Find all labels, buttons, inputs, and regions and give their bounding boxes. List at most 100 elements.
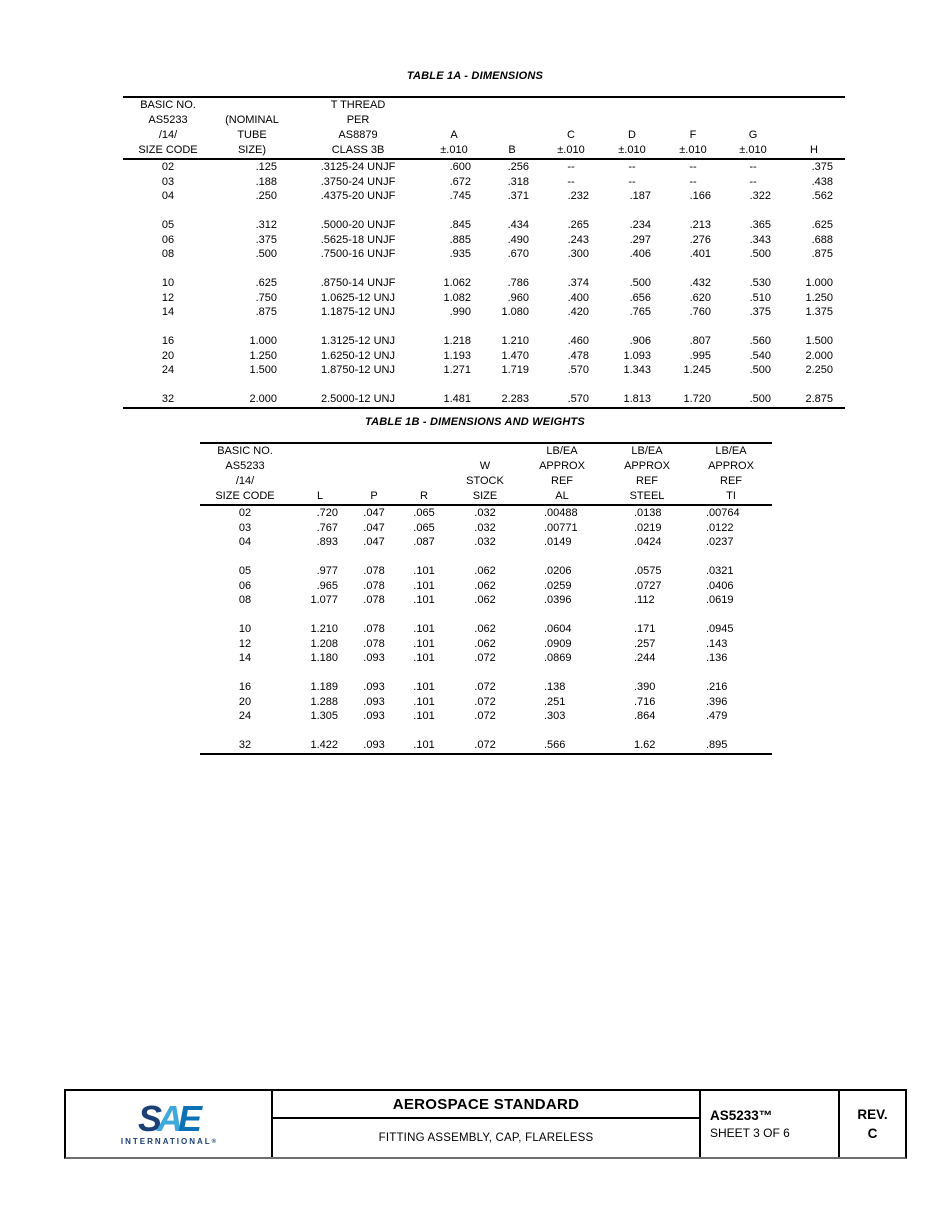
- table-cell: .188: [255, 175, 277, 188]
- table-cell: .401: [689, 248, 711, 260]
- table-cell: .375: [255, 233, 277, 246]
- table-cell: .032: [474, 507, 496, 519]
- table-cell: .072: [474, 710, 496, 722]
- column-header: BASIC NO. AS5233/14/SIZE CODE: [215, 445, 275, 502]
- column-header: P: [370, 490, 378, 502]
- table-cell: 2.000: [805, 349, 833, 362]
- column-header: A ±.010: [440, 129, 468, 156]
- table-cell: .895: [706, 739, 728, 751]
- table-cell: .767: [316, 521, 338, 534]
- table-cell: 1.62: [634, 739, 656, 751]
- table-1b-header: BASIC NO. AS5233/14/SIZE CODE L P R W STOCK SIZ…: [200, 443, 772, 505]
- table-row: 03 .188 .3750-24 UNJF .672 .318 -- -- -- -- .438: [123, 175, 845, 190]
- table-row: 32 1.422 .093 .101 .072 .566 1.62 .895: [200, 738, 772, 754]
- table-cell: 1.000: [805, 277, 833, 289]
- revision-value: C: [867, 1126, 878, 1141]
- table-cell: 1.470: [501, 349, 529, 362]
- registered-mark: ®: [211, 1138, 217, 1145]
- table-cell: 1.500: [805, 335, 833, 347]
- table-cell: .0945: [706, 623, 734, 635]
- table-1a-header: BASIC NO. AS5233/14/SIZE CODE (NOMINAL TUBE…: [123, 97, 845, 159]
- table-cell: 1.208: [310, 637, 338, 650]
- header-row: BASIC NO. AS5233/14/SIZE CODE L P R W STOCK SIZ…: [200, 443, 772, 505]
- table-cell: .560: [749, 335, 771, 347]
- sae-international-text: INTERNATIONAL: [120, 1136, 212, 1146]
- table-cell: 14: [161, 306, 175, 318]
- table-cell: .670: [507, 248, 529, 260]
- table-cell: .995: [689, 349, 711, 362]
- table-cell: .078: [363, 623, 385, 635]
- table-cell: 1.218: [443, 335, 471, 347]
- table-cell: .745: [449, 190, 471, 202]
- table-cell: 14: [238, 652, 252, 664]
- table-cell: 1.080: [501, 306, 529, 318]
- table-cell: .00488: [544, 507, 578, 519]
- table-cell: .0909: [544, 637, 572, 650]
- table-cell: .390: [634, 681, 656, 693]
- table-row: 10 .625 .8750-14 UNJF 1.062 .786 .374 .500 .432…: [123, 276, 845, 291]
- sae-logo-letters: SAE: [138, 1100, 202, 1136]
- table-cell: .101: [413, 695, 435, 708]
- table-row: 05 .977 .078 .101 .062 .0206 .0575 .0321: [200, 564, 772, 579]
- table-cell: .0237: [706, 536, 734, 548]
- table-cell: .072: [474, 695, 496, 708]
- table-row: 14 1.180 .093 .101 .072 .0869 .244 .136: [200, 651, 772, 666]
- table-cell: .322: [749, 190, 771, 202]
- table-cell: 1.077: [310, 594, 338, 606]
- spacer-cell: [123, 262, 845, 277]
- table-cell: .434: [507, 219, 529, 231]
- table-cell: --: [628, 161, 636, 173]
- sae-logo: SAE INTERNATIONAL®: [66, 1091, 271, 1157]
- table-cell: 1.720: [683, 393, 711, 405]
- table-cell: .530: [749, 277, 771, 289]
- table-cell: .510: [749, 291, 771, 304]
- table-cell: .420: [567, 306, 589, 318]
- table-1a: BASIC NO. AS5233/14/SIZE CODE (NOMINAL TUBE…: [123, 96, 845, 409]
- table-cell: .047: [363, 536, 385, 548]
- column-header: T THREAD PER AS8879 CLASS 3B: [330, 99, 386, 156]
- table-cell: .244: [634, 652, 656, 664]
- table-cell: .101: [413, 637, 435, 650]
- table-cell: --: [689, 161, 697, 173]
- table-cell: 1.180: [310, 652, 338, 664]
- table-row: 20 1.288 .093 .101 .072 .251 .716 .396: [200, 695, 772, 710]
- table-cell: .374: [567, 277, 589, 289]
- column-header: C ±.010: [557, 129, 585, 156]
- document-number: AS5233™: [710, 1108, 773, 1123]
- table-cell: 2.5000-12 UNJ: [321, 393, 395, 405]
- table-row: 14 .875 1.1875-12 UNJ .990 1.080 .420 .765 .760…: [123, 305, 845, 320]
- table-cell: .960: [507, 291, 529, 304]
- spacer-cell: [200, 724, 772, 739]
- spacer-row: [200, 666, 772, 681]
- table-cell: .101: [413, 579, 435, 592]
- table-cell: .047: [363, 507, 385, 519]
- table-cell: .138: [544, 681, 566, 693]
- column-header: F ±.010: [679, 129, 707, 156]
- table-cell: 12: [161, 291, 175, 304]
- table-cell: .500: [749, 364, 771, 376]
- table-cell: .479: [706, 710, 728, 722]
- table-row: 16 1.000 1.3125-12 UNJ 1.218 1.210 .460 .906 .8…: [123, 334, 845, 349]
- table-cell: 1.193: [443, 349, 471, 362]
- table-cell: --: [628, 175, 636, 188]
- table-cell: 08: [161, 248, 175, 260]
- spacer-row: [123, 204, 845, 219]
- column-header: H: [810, 144, 818, 156]
- table-cell: .232: [567, 190, 589, 202]
- table-cell: .5000-20 UNJF: [320, 219, 396, 231]
- table-cell: .0149: [544, 536, 572, 548]
- table-cell: .0406: [706, 579, 734, 592]
- column-header: BASIC NO. AS5233/14/SIZE CODE: [138, 99, 198, 156]
- table-row: 12 1.208 .078 .101 .062 .0909 .257 .143: [200, 637, 772, 652]
- table-cell: .672: [449, 175, 471, 188]
- table-cell: 03: [161, 175, 175, 188]
- table-cell: 1.375: [805, 306, 833, 318]
- table-cell: .078: [363, 565, 385, 577]
- table-cell: 2.875: [805, 393, 833, 405]
- table-cell: .893: [316, 536, 338, 548]
- table-cell: 1.305: [310, 710, 338, 722]
- sae-letter-s: S: [137, 1097, 162, 1139]
- spacer-cell: [200, 666, 772, 681]
- column-header: L: [316, 490, 324, 502]
- table-cell: .864: [634, 710, 656, 722]
